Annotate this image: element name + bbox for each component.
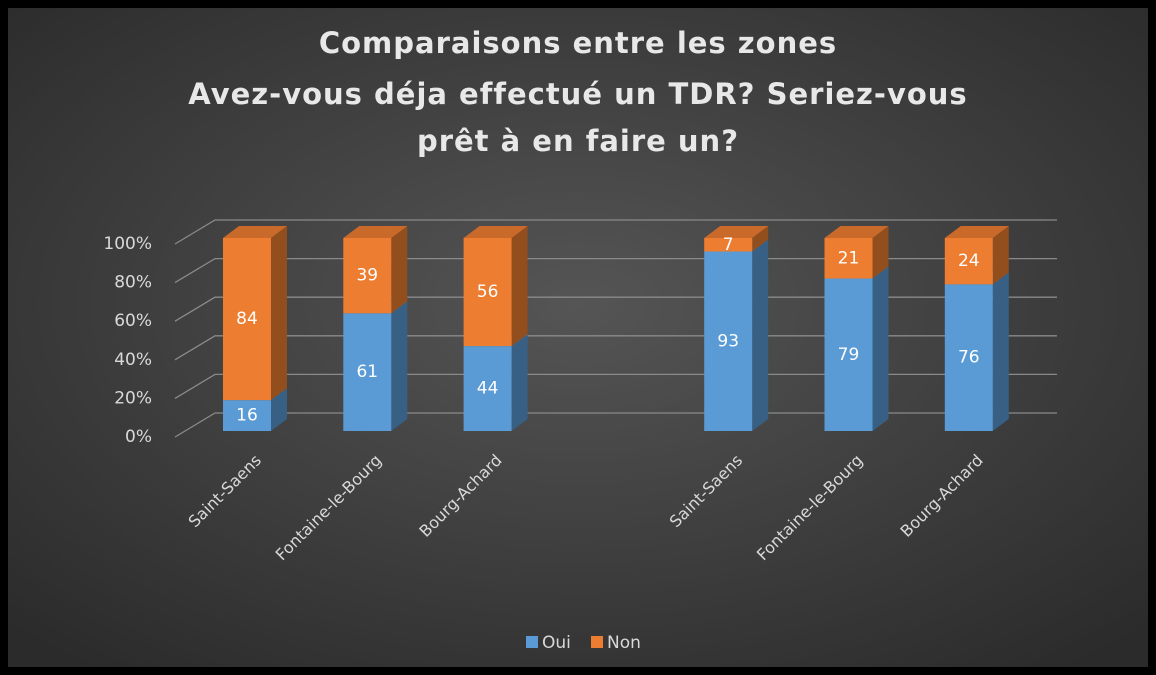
bar-front [223, 238, 271, 401]
chart-title: Comparaisons entre les zones [319, 26, 837, 60]
legend-label: Oui [542, 633, 571, 653]
bar-side [511, 334, 528, 431]
y-tick-label: 60% [114, 311, 152, 331]
bar-front [343, 313, 392, 431]
bar [824, 266, 889, 431]
bar [463, 226, 528, 347]
bar-front [223, 400, 271, 431]
bar [824, 226, 889, 279]
y-tick-label: 40% [114, 350, 152, 370]
bar-top [944, 226, 1009, 238]
bar-front [944, 238, 993, 285]
data-label: 44 [477, 379, 499, 399]
grid-line [174, 412, 1057, 438]
bar-front [824, 238, 873, 279]
bar-top [463, 226, 528, 238]
bar [704, 226, 769, 252]
bar [223, 226, 287, 401]
data-label: 7 [723, 235, 734, 255]
bar-front [944, 284, 993, 431]
legend-swatch [591, 636, 603, 648]
grid-line [174, 373, 1057, 399]
data-label: 79 [838, 345, 860, 365]
y-tick-label: 0% [125, 427, 152, 447]
bar-front [463, 238, 512, 347]
bar-front [343, 238, 392, 314]
bar-front [824, 278, 873, 431]
data-label: 24 [958, 251, 980, 271]
bar [944, 226, 1009, 285]
bar-side [271, 388, 287, 431]
bar-side [271, 226, 287, 401]
bar-side [511, 226, 528, 347]
data-label: 93 [717, 331, 739, 351]
bar-side [872, 266, 889, 431]
y-tick-label: 100% [103, 234, 152, 254]
data-label: 21 [838, 248, 860, 268]
bar-side [992, 272, 1009, 431]
bar-front [704, 238, 753, 252]
bar-top [704, 226, 769, 238]
y-tick-label: 80% [114, 273, 152, 293]
bar-side [992, 226, 1009, 285]
grid-line [174, 335, 1057, 361]
legend-swatch [526, 636, 538, 648]
data-label: 56 [477, 282, 499, 302]
grid-line [174, 219, 1057, 245]
bar-side [872, 226, 889, 279]
grid-line [174, 257, 1057, 284]
y-tick-label: 20% [114, 388, 152, 408]
bar-side [391, 301, 408, 431]
bar-side [752, 226, 769, 252]
data-label: 16 [236, 406, 258, 426]
chart-title: prêt à en faire un? [417, 124, 739, 158]
data-label: 61 [356, 362, 378, 382]
bar-front [704, 251, 753, 431]
bar-top [824, 226, 889, 238]
chart-title: Avez-vous déja effectué un TDR? Seriez-v… [188, 77, 967, 111]
data-label: 39 [356, 266, 378, 286]
bar-top [343, 226, 408, 238]
data-label: 84 [236, 309, 258, 329]
data-label: 76 [958, 348, 980, 368]
bar-side [752, 239, 769, 431]
grid-line [174, 296, 1057, 322]
bar-front [463, 346, 512, 431]
bar-side [391, 226, 408, 314]
bar-top [223, 226, 287, 238]
legend-label: Non [607, 633, 641, 653]
bar [343, 226, 408, 314]
